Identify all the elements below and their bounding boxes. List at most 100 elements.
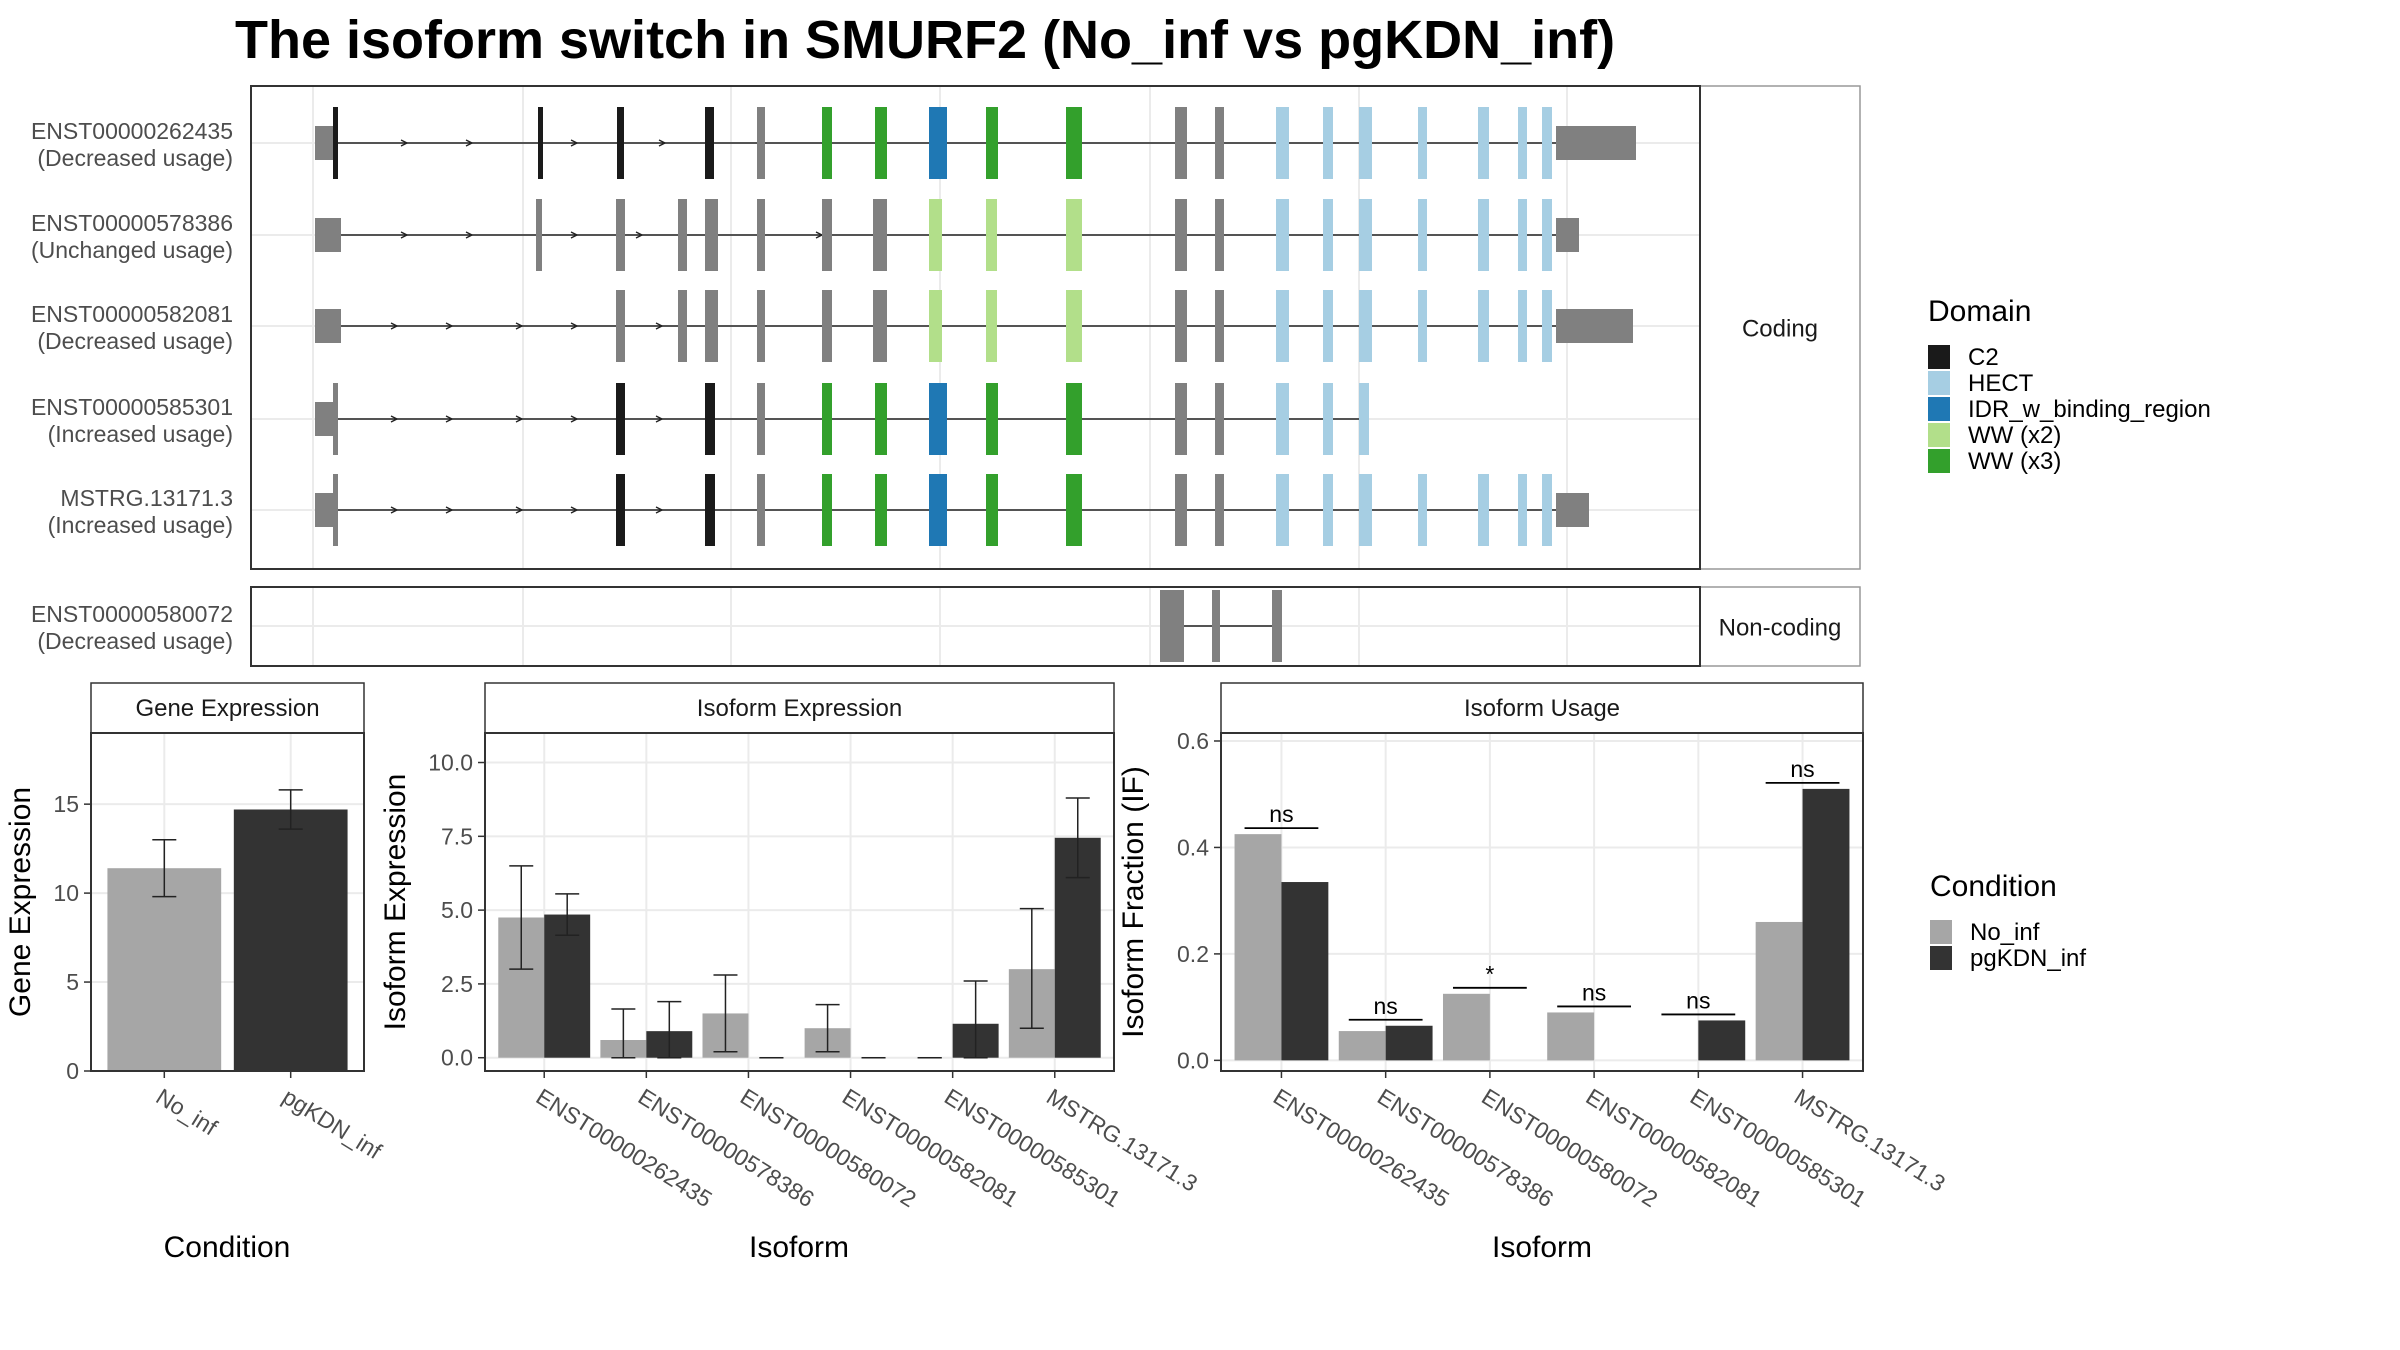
isoform-usage-significance-label: ns [1269,801,1293,827]
isoform-usage-x-tick-label: ENST00000585301 [1686,1083,1871,1212]
isoform-usage-significance-label: ns [1582,979,1606,1005]
domain-exon [1478,199,1489,271]
transcript-usage-label: (Decreased usage) [37,628,233,654]
domain-exon [822,107,832,179]
exon [757,107,765,179]
exon [333,474,338,546]
isoform-usage-x-axis-title: Isoform [1492,1231,1592,1264]
domain-exon [1478,290,1489,362]
exon [757,474,765,546]
exon [757,383,765,455]
strand-arrow-icon [465,139,474,147]
transcript-usage-label: (Decreased usage) [37,328,233,354]
exon [315,309,341,343]
domain-exon [875,474,887,546]
isoform-usage-bar [1698,1020,1746,1061]
domain-exon [538,107,543,179]
domain-exon [1359,107,1372,179]
domain-exon [1359,199,1372,271]
condition-legend-label: pgKDN_inf [1970,945,2086,972]
transcript-id-label: MSTRG.13171.3 [60,485,233,511]
isoform-expression-y-tick-label: 0.0 [441,1045,473,1071]
coding-panel-border [250,85,1701,570]
exon [1215,474,1224,546]
transcript-usage-label: (Unchanged usage) [31,237,233,263]
domain-exon [1542,290,1552,362]
isoform-usage-significance-label: ns [1790,756,1814,782]
domain-legend-key [1928,397,1950,421]
domain-exon [986,107,998,179]
domain-legend-key [1928,345,1950,369]
domain-exon [1518,290,1527,362]
isoform-usage-bar [1281,882,1329,1061]
isoform-expression-x-tick-label: ENST00000580072 [736,1083,921,1212]
domain-exon [822,474,832,546]
exon [873,290,887,362]
domain-legend-label: WW (x2) [1968,422,2061,449]
transcript-row-ENST00000262435 [315,107,1636,179]
strand-arrow-icon [655,506,664,514]
domain-exon [1518,107,1527,179]
isoform-usage-bar [1755,921,1803,1061]
gene-expression-x-tick-label: pgKDN_inf [278,1083,387,1164]
exon [1160,590,1172,662]
isoform-usage-strip [1220,682,1864,734]
domain-exon [1066,383,1082,455]
domain-exon [617,107,624,179]
gene-expression-bar [233,809,348,1071]
transcript-row-ENST00000585301 [315,383,1369,455]
condition-legend-key [1930,946,1952,970]
gene-expression-y-tick-label: 10 [53,880,79,906]
exon [333,383,338,455]
domain-exon [1542,107,1552,179]
domain-exon [616,474,625,546]
gene-expression-x-axis-title: Condition [164,1231,291,1264]
isoform-usage-y-tick-label: 0.6 [1177,728,1209,754]
exon [705,199,718,271]
domain-exon [616,383,625,455]
domain-exon [1276,290,1289,362]
isoform-expression-strip [484,682,1115,734]
strand-arrow-icon [445,506,454,514]
transcript-id-label: ENST00000262435 [31,118,233,144]
strand-arrow-icon [465,231,474,239]
gene-expression-y-tick-label: 5 [66,969,79,995]
strand-arrow-icon [390,506,399,514]
isoform-expression-y-tick-label: 10.0 [428,750,473,776]
exon [757,199,765,271]
isoform-expression-y-tick-label: 7.5 [441,823,473,849]
domain-exon [929,199,942,271]
domain-exon [822,383,832,455]
domain-exon [1418,474,1427,546]
isoform-usage-bar [1802,788,1850,1061]
transcript-row-ENST00000578386 [315,199,1579,271]
exon [873,199,887,271]
isoform-usage-plot-border [1220,732,1864,1072]
strand-arrow-icon [515,415,524,423]
domain-exon [986,383,998,455]
domain-legend-label: C2 [1968,344,1999,371]
isoform-structure-panel: CodingNon-codingENST00000262435(Decrease… [31,85,1861,667]
domain-exon [1276,107,1289,179]
isoform-usage-x-tick-label: ENST00000580072 [1477,1083,1662,1212]
transcript-row-ENST00000582081 [315,290,1633,362]
gene-expression-chart: Gene Expression 0 5 10 15 No_inf pgKDN_inf Cond… [4,682,387,1264]
isoform-expression-x-tick-label: ENST00000585301 [940,1083,1125,1212]
domain-exon [1359,383,1369,455]
coding-panel-strip-label: Coding [1742,316,1818,343]
domain-exon [1066,199,1082,271]
domain-exon [1066,107,1082,179]
domain-exon [1418,199,1427,271]
domain-exon [986,474,998,546]
domain-exon [1518,474,1527,546]
isoform-expression-strip-title: Isoform Expression [697,695,902,722]
domain-exon [1276,474,1289,546]
isoform-usage-x-tick-label: ENST00000262435 [1269,1083,1454,1212]
strand-arrow-icon [570,231,579,239]
isoform-usage-bar [1234,834,1282,1061]
domain-exon [1478,107,1489,179]
gene-expression-y-tick-label: 15 [53,791,79,817]
strand-arrow-icon [445,415,454,423]
